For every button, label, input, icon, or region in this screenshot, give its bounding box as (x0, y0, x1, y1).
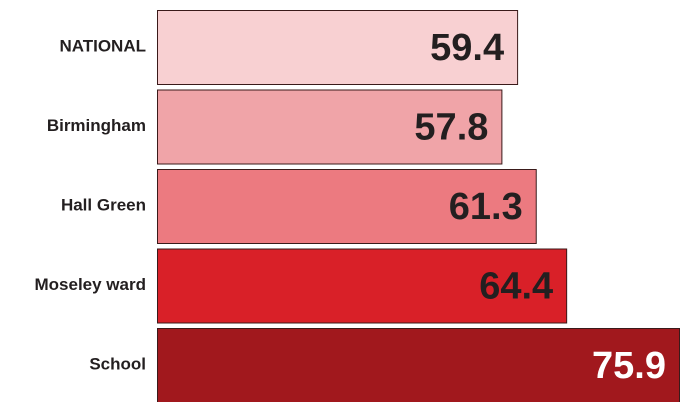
category-label: NATIONAL (59, 36, 146, 55)
category-label: Moseley ward (35, 275, 147, 294)
value-label: 61.3 (449, 186, 523, 228)
bar (157, 169, 537, 244)
bar (157, 328, 680, 402)
bar (157, 89, 503, 165)
category-label: Hall Green (61, 195, 146, 214)
value-label: 64.4 (479, 266, 553, 308)
category-label: Birmingham (47, 116, 146, 135)
value-label: 59.4 (430, 27, 504, 69)
bar (157, 248, 568, 324)
value-label: 57.8 (414, 107, 488, 149)
value-label: 75.9 (592, 345, 666, 387)
bar (157, 10, 519, 85)
category-label: School (89, 354, 146, 373)
